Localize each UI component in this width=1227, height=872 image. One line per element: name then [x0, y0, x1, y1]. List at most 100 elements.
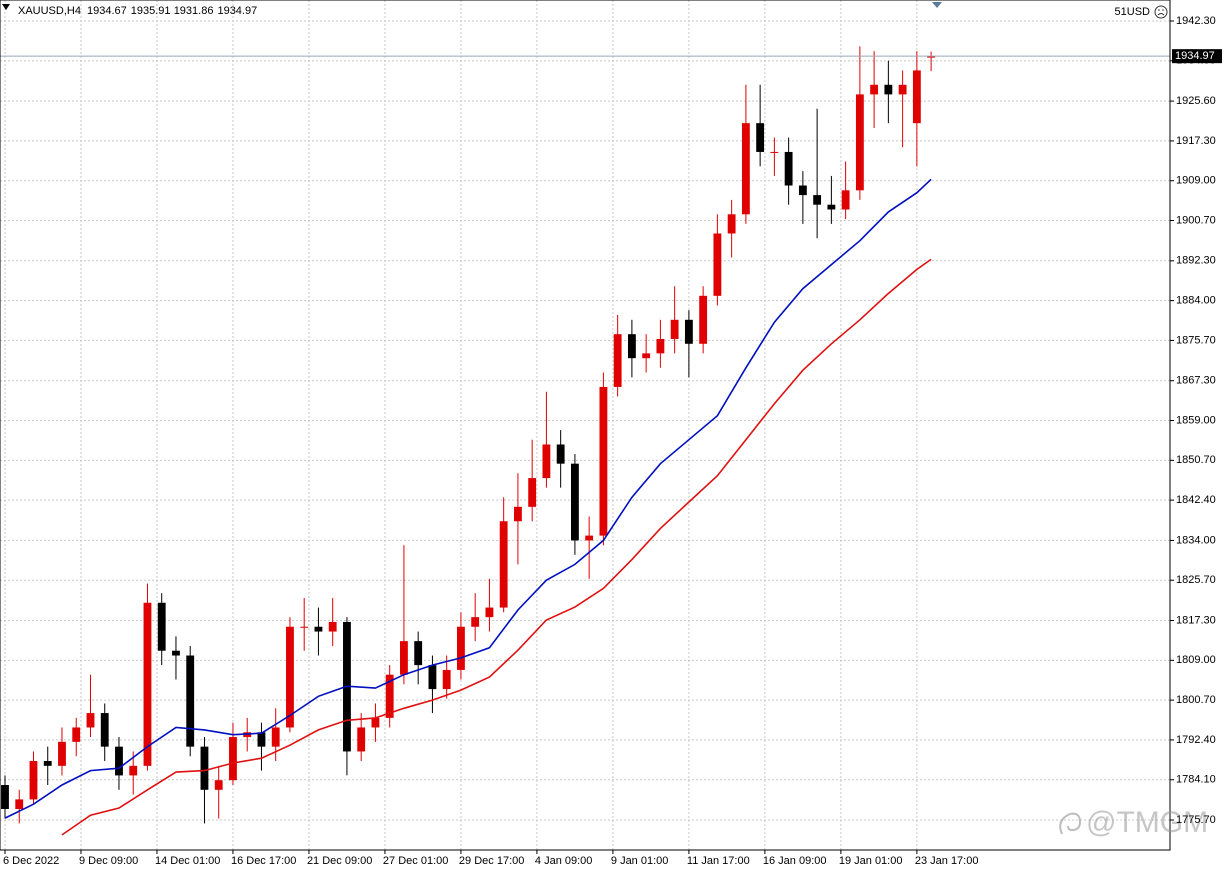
menu-arrow [2, 4, 10, 10]
y-tick-label: 1792.40 [1176, 734, 1216, 746]
candle-body [300, 626, 309, 628]
plot-frame [0, 0, 1171, 851]
candle-body [72, 727, 81, 742]
y-tick-label: 1942.30 [1176, 15, 1216, 27]
status-icon[interactable] [1154, 5, 1168, 19]
y-tick-label: 1867.30 [1176, 375, 1216, 387]
y-tick-label: 1775.70 [1176, 814, 1216, 826]
watermark-text: @TMGM [1086, 806, 1208, 839]
candle-body [186, 655, 195, 747]
candle-body [542, 444, 551, 479]
candle-body [485, 607, 494, 618]
candle-body [513, 506, 522, 522]
candle-body [1, 785, 9, 809]
candle-body [214, 780, 223, 790]
y-tick-label: 1784.10 [1176, 774, 1216, 786]
candle-body [684, 319, 693, 344]
candle-body [813, 195, 822, 205]
candle-body [613, 334, 622, 387]
y-tick-label: 1859.00 [1176, 414, 1216, 426]
y-tick-label: 1909.00 [1176, 175, 1216, 187]
x-tick-label: 4 Jan 09:00 [535, 855, 593, 867]
x-tick-label: 9 Jan 01:00 [611, 855, 669, 867]
candle-body [200, 746, 209, 790]
candle-body [100, 713, 109, 747]
y-tick-label: 1884.00 [1176, 295, 1216, 307]
candle-body [898, 84, 907, 95]
low-value: 1931.86 [174, 5, 214, 17]
candle-body [86, 713, 95, 728]
candle-body [784, 151, 793, 186]
open-value: 1934.67 [87, 5, 127, 17]
y-tick-label: 1917.30 [1176, 135, 1216, 147]
candle-body [570, 463, 579, 541]
candle-body [471, 617, 480, 627]
candle-body [670, 319, 679, 339]
close-value: 1934.97 [217, 5, 257, 17]
moving-average-line [4, 178, 932, 819]
x-tick-label: 16 Dec 17:00 [231, 855, 296, 867]
candle-body [428, 665, 437, 690]
x-tick-label: 23 Jan 17:00 [915, 855, 979, 867]
candle-body [556, 444, 565, 464]
x-tick-label: 14 Dec 01:00 [155, 855, 220, 867]
candle-body [585, 535, 594, 541]
candle-body [15, 799, 24, 809]
candle-body [827, 204, 836, 210]
candle-body [927, 56, 936, 58]
x-tick-label: 11 Jan 17:00 [687, 855, 750, 867]
x-tick-label: 16 Jan 09:00 [763, 855, 827, 867]
price-label: 1934.97 [1175, 50, 1215, 62]
x-tick-label: 21 Dec 09:00 [307, 855, 372, 867]
candle-body [58, 741, 66, 766]
marks-layer [0, 46, 1170, 836]
candle-body [385, 674, 394, 718]
candle-body [713, 233, 722, 296]
candle-body [229, 737, 237, 781]
candle-body [756, 123, 765, 152]
candle-body [599, 386, 608, 536]
shift-marker [932, 2, 942, 8]
candle-body [727, 214, 736, 234]
candle-body [328, 621, 337, 632]
y-tick-label: 1875.70 [1176, 334, 1216, 346]
candle-body [143, 602, 152, 766]
y-tick-label: 1900.70 [1176, 214, 1216, 226]
candle-body [884, 84, 893, 95]
candle-body [528, 478, 537, 507]
candle-body [770, 151, 779, 153]
candle-body [855, 94, 864, 191]
candle-body [414, 641, 423, 666]
y-tick-label: 1925.60 [1176, 95, 1216, 107]
candle-body [43, 761, 52, 766]
candle-body [29, 761, 38, 800]
candle-body [912, 70, 921, 124]
y-tick-label: 1825.70 [1176, 574, 1216, 586]
symbol: XAUUSD,H4 [18, 5, 81, 17]
grid-layer [0, 0, 1170, 850]
candle-body [499, 521, 508, 608]
candle-body [257, 732, 266, 747]
candle-body [314, 626, 323, 632]
y-tick-label: 1850.70 [1176, 454, 1216, 466]
candle-body [741, 123, 750, 215]
candle-body [357, 727, 366, 752]
price-label-box [1172, 49, 1222, 64]
candle-body [371, 717, 380, 728]
account-label: 51USD [1115, 6, 1151, 18]
y-tick-label: 1800.70 [1176, 694, 1216, 706]
watermark: @TMGM [1059, 806, 1208, 839]
candle-body [699, 295, 708, 344]
candle-body [627, 334, 636, 359]
x-tick-label: 9 Dec 09:00 [79, 855, 138, 867]
high-value: 1935.91 [131, 5, 171, 17]
y-tick-label: 1892.30 [1176, 255, 1216, 267]
candle-body [841, 190, 850, 210]
y-tick-label: 1809.00 [1176, 654, 1216, 666]
x-tick-label: 6 Dec 2022 [3, 855, 59, 867]
candle-body [400, 641, 408, 675]
y-tick-label: 1834.00 [1176, 534, 1216, 546]
candle-body [798, 185, 807, 196]
candle-body [457, 626, 465, 670]
